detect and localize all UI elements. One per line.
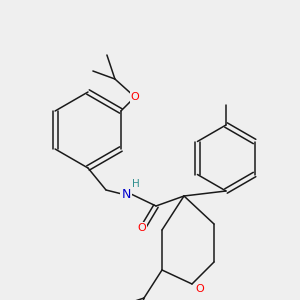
Text: O: O	[196, 284, 204, 294]
Text: N: N	[121, 188, 131, 200]
Text: O: O	[130, 92, 139, 102]
Text: H: H	[132, 179, 140, 189]
Text: O: O	[138, 223, 146, 233]
